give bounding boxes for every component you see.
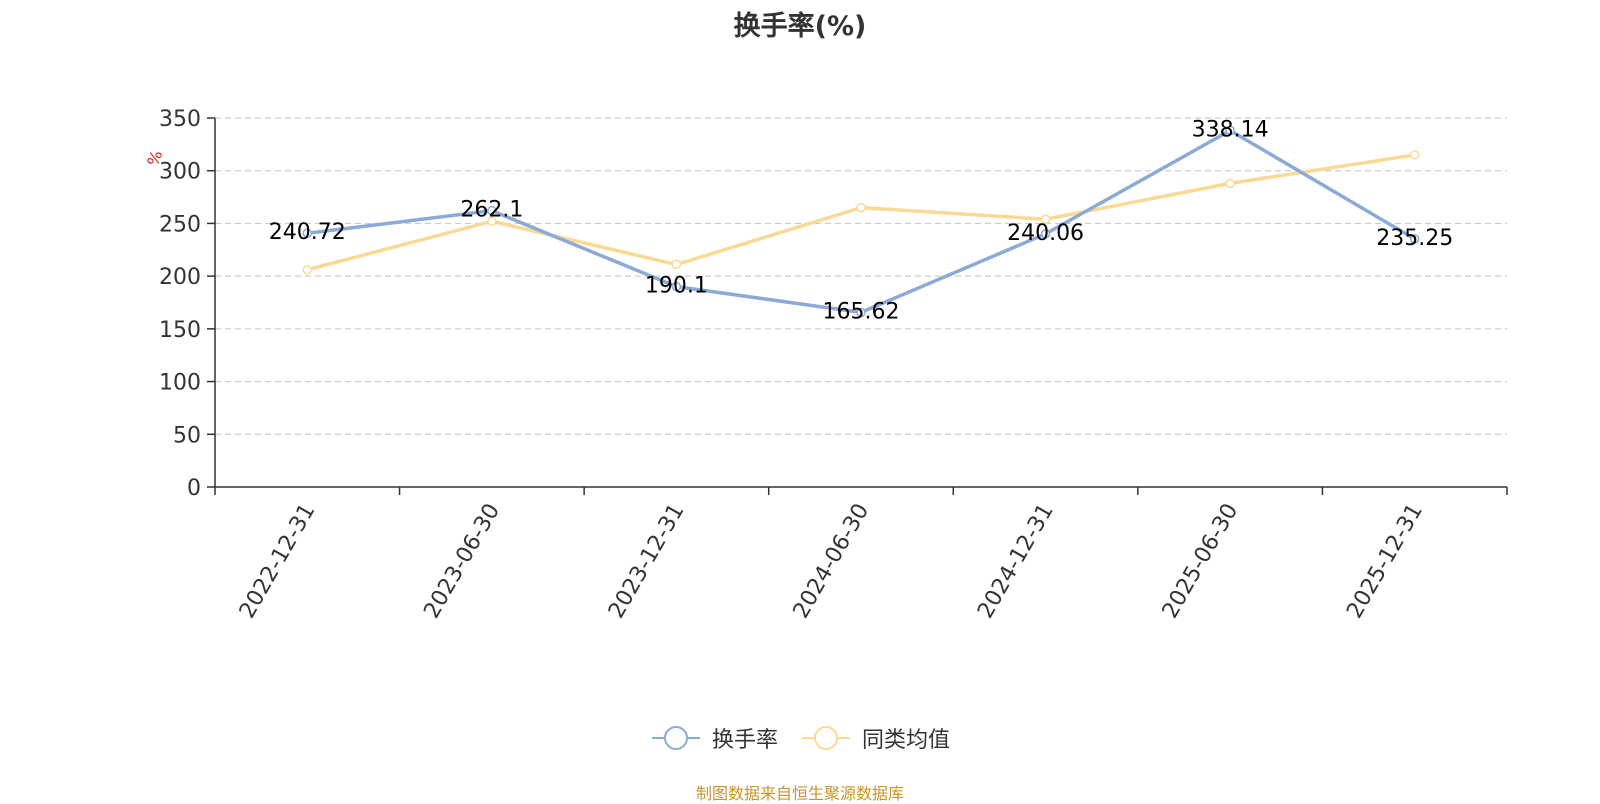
y-tick-label: 250 — [159, 212, 201, 237]
data-label-turnover: 338.14 — [1192, 118, 1269, 143]
data-label-turnover: 262.1 — [460, 198, 523, 223]
point-turnover — [487, 205, 497, 216]
point-peer-average — [1409, 150, 1420, 160]
point-turnover — [671, 281, 682, 292]
source-note: 制图数据来自恒生聚源数据库 — [695, 784, 904, 803]
y-tick-label: 150 — [159, 318, 201, 343]
x-tick-label: 2024-12-31 — [973, 500, 1059, 623]
y-tick-label: 50 — [173, 423, 201, 448]
data-label-turnover: 240.06 — [1007, 221, 1084, 246]
point-peer-average — [1225, 178, 1235, 189]
legend-symbol-peer-average-icon — [802, 726, 850, 750]
y-tick-label: 100 — [159, 371, 201, 396]
legend-item-peer-average[interactable]: 同类均值 — [800, 722, 950, 754]
point-turnover — [1040, 229, 1051, 239]
legend-symbol-turnover-icon — [651, 726, 700, 750]
point-peer-average — [487, 216, 497, 227]
y-tick-label: 300 — [159, 160, 201, 185]
legend-label-turnover: 换手率 — [711, 728, 778, 753]
legend-label-peer-average: 同类均值 — [862, 728, 951, 753]
y-axis-unit-label: % — [143, 148, 166, 169]
point-turnover — [302, 228, 313, 238]
point-turnover — [1225, 125, 1235, 136]
data-label-turnover: 240.72 — [269, 220, 346, 245]
point-peer-average — [1040, 214, 1051, 224]
point-turnover — [1409, 234, 1420, 244]
point-peer-average — [671, 259, 682, 270]
y-tick-label: 200 — [159, 265, 201, 290]
data-label-turnover: 235.25 — [1376, 226, 1453, 251]
x-tick-label: 2023-06-30 — [419, 500, 505, 623]
x-tick-label: 2025-12-31 — [1342, 500, 1428, 623]
point-peer-average — [302, 265, 313, 275]
data-label-turnover: 190.1 — [645, 274, 708, 299]
x-tick-label: 2022-12-31 — [235, 500, 321, 623]
x-tick-label: 2023-12-31 — [604, 500, 690, 623]
y-tick-label: 350 — [159, 107, 201, 132]
legend: 换手率 同类均值 — [0, 722, 1600, 754]
x-tick-label: 2025-06-30 — [1158, 500, 1244, 623]
legend-item-turnover[interactable]: 换手率 — [650, 722, 778, 754]
data-label-turnover: 165.62 — [823, 299, 900, 324]
point-turnover — [856, 307, 866, 318]
point-peer-average — [856, 202, 866, 213]
x-tick-label: 2024-06-30 — [789, 500, 875, 623]
chart-title: 换手率(%) — [733, 11, 867, 42]
y-tick-label: 0 — [187, 476, 201, 501]
